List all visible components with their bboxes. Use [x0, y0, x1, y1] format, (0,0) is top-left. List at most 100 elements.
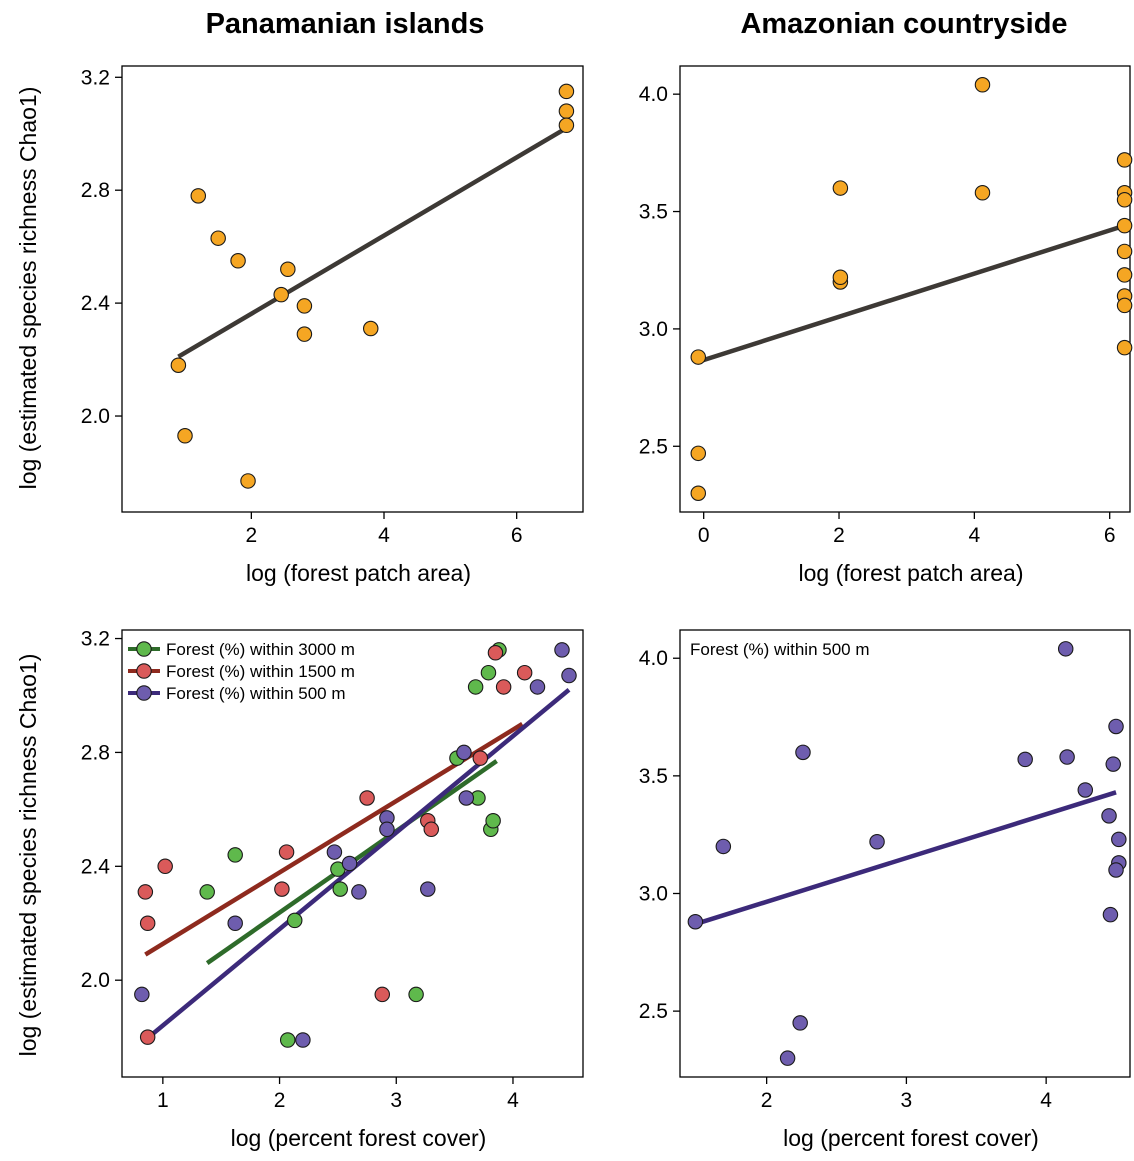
data-point — [561, 667, 577, 684]
legend-marker — [136, 663, 152, 679]
data-point — [516, 664, 533, 681]
data-point — [687, 913, 704, 930]
data-point — [974, 77, 991, 93]
x-tick-label: 3 — [901, 1089, 913, 1112]
x-tick-label: 2 — [246, 524, 258, 547]
legend-marker — [136, 641, 152, 657]
data-point — [832, 269, 849, 286]
data-point — [139, 915, 156, 932]
y-tick-label: 2.0 — [81, 969, 110, 992]
plot-frame — [121, 65, 584, 513]
x-tick-label: 0 — [698, 524, 710, 547]
data-point — [554, 642, 570, 658]
x-tick-label: 2 — [274, 1089, 286, 1112]
data-point — [227, 847, 243, 863]
column-title-amazon: Amazonian countryside — [740, 8, 1067, 40]
data-point — [529, 679, 546, 695]
data-point — [332, 881, 348, 897]
data-point — [1108, 718, 1124, 735]
data-point — [467, 679, 484, 695]
data-point — [177, 428, 193, 444]
plot-frame — [679, 629, 1131, 1078]
data-point — [227, 915, 243, 932]
data-point — [278, 844, 295, 860]
data-point — [1017, 751, 1033, 768]
data-point — [832, 180, 849, 196]
data-point — [1108, 862, 1124, 878]
data-point — [296, 326, 313, 342]
data-point — [280, 261, 296, 277]
data-point — [792, 1015, 808, 1031]
data-point — [137, 884, 154, 900]
x-tick-label: 4 — [1040, 1089, 1052, 1112]
data-point — [379, 821, 395, 838]
data-point — [1116, 217, 1133, 234]
y-tick-label: 3.0 — [639, 318, 668, 341]
data-point — [240, 473, 256, 489]
x-axis-label: log (percent forest cover) — [231, 1125, 487, 1151]
y-tick-label: 4.0 — [639, 83, 668, 106]
data-point — [1059, 749, 1075, 765]
panel-annotation: Forest (%) within 500 m — [690, 640, 870, 659]
data-point — [1105, 756, 1121, 772]
data-point — [1077, 782, 1094, 798]
data-point — [480, 664, 497, 681]
data-point — [351, 884, 367, 900]
column-title-panama: Panamanian islands — [206, 8, 485, 40]
data-point — [326, 844, 343, 860]
y-tick-label: 2.0 — [81, 405, 110, 428]
x-tick-label: 6 — [1104, 524, 1116, 547]
data-point — [296, 298, 313, 314]
panel-amazon-cover: 2 3 4 2.5 3.0 3.5 4.0 log (percent forest cover… — [639, 629, 1131, 1151]
x-axis-label: log (forest patch area) — [798, 560, 1023, 586]
data-point — [974, 185, 991, 201]
y-tick-label: 3.2 — [81, 628, 110, 651]
y-tick-label: 4.0 — [639, 647, 668, 670]
x-tick-label: 1 — [157, 1089, 169, 1112]
y-tick-label: 3.5 — [639, 201, 668, 224]
data-point — [423, 821, 440, 838]
data-point — [690, 349, 707, 365]
y-tick-label: 2.4 — [81, 292, 111, 315]
data-point — [374, 986, 391, 1003]
data-point — [1101, 808, 1117, 824]
x-tick-label: 4 — [969, 524, 981, 547]
y-tick-label: 3.5 — [639, 765, 668, 788]
data-point — [210, 230, 226, 246]
x-tick-label: 6 — [511, 524, 523, 547]
data-point — [558, 83, 575, 100]
x-tick-label: 4 — [507, 1089, 519, 1112]
data-point — [1116, 243, 1133, 260]
legend-label: Forest (%) within 1500 m — [166, 662, 355, 681]
data-point — [1102, 906, 1119, 923]
data-point — [690, 485, 707, 501]
data-point — [1111, 831, 1127, 848]
x-tick-label: 4 — [378, 524, 390, 547]
y-tick-label: 2.8 — [81, 179, 110, 202]
data-point — [715, 838, 732, 855]
data-point — [295, 1032, 311, 1048]
data-point — [341, 855, 358, 872]
plot-frame — [121, 629, 584, 1078]
data-point — [190, 188, 207, 204]
data-point — [558, 117, 575, 134]
regression-line — [694, 790, 1117, 927]
data-point — [230, 253, 246, 269]
regression-line — [697, 223, 1126, 364]
data-point — [779, 1050, 796, 1066]
data-point — [157, 858, 173, 875]
data-point — [456, 744, 472, 761]
data-point — [1116, 297, 1133, 314]
y-axis-label-top: log (estimated species richness Chao1) — [15, 87, 41, 490]
data-point — [420, 881, 436, 897]
plot-frame — [679, 65, 1131, 513]
regression-line — [177, 126, 568, 359]
panel-amazon-area: 0 2 4 6 2.5 3.0 3.5 4.0 log (forest patch area) — [639, 65, 1133, 586]
data-point — [274, 881, 290, 897]
legend-label: Forest (%) within 3000 m — [166, 640, 355, 659]
data-point — [134, 986, 150, 1003]
data-point — [359, 790, 375, 806]
legend-marker — [136, 685, 152, 701]
data-point — [1057, 641, 1074, 657]
